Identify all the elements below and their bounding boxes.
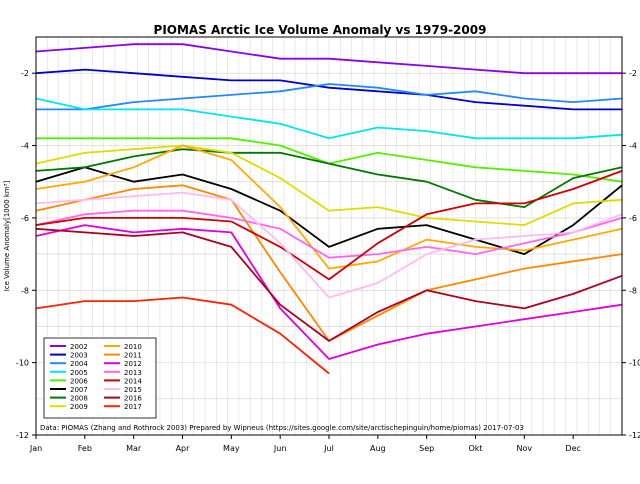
series-line-2009 [35,144,623,227]
x-tick-label: Feb [78,444,92,453]
series-line-2003 [35,68,622,111]
x-tick-label: Apr [176,444,191,453]
y-tick-label-left: -2 [21,69,29,78]
legend-label-2006: 2006 [70,377,88,385]
legend-label-2009: 2009 [70,403,88,411]
legend-label-2015: 2015 [124,386,142,394]
y-tick-label-right: -12 [629,431,640,440]
series-line-2014 [35,170,623,281]
series-line-2008 [35,148,623,209]
y-tick-label-left: -8 [21,286,29,295]
series-line-2010 [35,144,623,270]
x-tick-label: Dec [565,444,580,453]
series-line-2012 [35,224,623,360]
axis-layer: -12 -12 -10 -10 -8 -8 -6 -6 -4 -4 -2 -2 Jan Feb Mar Apr… [16,69,640,453]
legend-box [43,337,157,419]
legend-label-2002: 2002 [70,343,88,351]
x-tick-label: Okt [468,444,482,453]
y-tick-label-right: -10 [629,359,640,368]
series-line-2015 [35,191,623,299]
x-tick-label: Sep [419,444,434,453]
legend-label-2003: 2003 [70,352,88,360]
legend-label-2004: 2004 [70,360,88,368]
x-tick-label: Jul [323,444,334,453]
series-line-2002 [35,43,622,75]
y-tick-label-right: -4 [629,142,637,151]
legend-label-2007: 2007 [70,386,88,394]
legend-label-2014: 2014 [124,377,142,385]
y-tick-label-right: -6 [629,214,637,223]
y-tick-label-left: -4 [21,142,29,151]
series-line-2007 [35,166,623,256]
y-tick-label-right: -2 [629,69,637,78]
series-line-2005 [35,97,623,140]
y-tick-label-left: -10 [16,359,29,368]
legend-label-2011: 2011 [124,352,142,360]
legend-label-2012: 2012 [124,360,142,368]
x-tick-label: Jan [29,444,42,453]
y-tick-label-left: -12 [16,431,29,440]
y-tick-label-right: -8 [629,286,637,295]
y-tick-label-left: -6 [21,214,29,223]
series-line-2016 [35,227,623,342]
x-tick-label: Aug [370,444,386,453]
series-layer [35,43,623,375]
series-line-2013 [35,209,623,259]
x-tick-label: Jun [273,444,287,453]
x-tick-label: May [223,444,240,453]
legend-label-2013: 2013 [124,369,142,377]
source-annotation: Data: PIOMAS (Zhang and Rothrock 2003) P… [40,424,524,432]
legend-label-2010: 2010 [124,343,142,351]
x-tick-label: Nov [517,444,533,453]
x-tick-label: Mar [126,444,142,453]
legend-label-2016: 2016 [124,395,142,403]
chart-title: PIOMAS Arctic Ice Volume Anomaly vs 1979… [154,23,487,37]
series-line-2017 [35,296,330,375]
legend-label-2017: 2017 [124,403,142,411]
series-line-2004 [36,83,623,111]
legend-label-2008: 2008 [70,395,88,403]
y-axis-label: Ice Volume Anomaly[1000 km³] [3,180,11,291]
legend-label-2005: 2005 [70,369,88,377]
